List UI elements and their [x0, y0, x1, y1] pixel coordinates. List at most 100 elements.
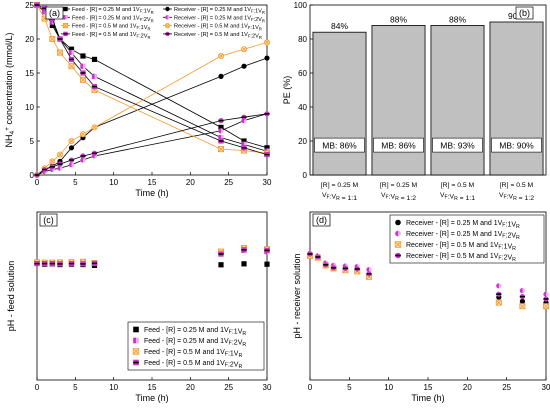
data-point [519, 294, 526, 300]
mb-box [432, 137, 483, 153]
x-tick-label: 15 [148, 178, 157, 187]
data-point [218, 118, 224, 124]
legend-marker [63, 15, 68, 20]
legend-marker [133, 337, 139, 344]
legend-marker [164, 22, 171, 29]
panel-label-box [312, 213, 331, 227]
data-point [218, 138, 224, 144]
plot-frame [309, 4, 547, 176]
mb-label: MB: 86% [381, 141, 416, 151]
series-3 [34, 111, 270, 178]
legend-box [389, 214, 545, 264]
data-point [519, 298, 526, 304]
bar [371, 24, 426, 176]
legend-marker [395, 252, 401, 259]
panel-c: 0 5 10 15 20 25 30 Feed - [R] = 0.25 M and 1VF:… [6, 211, 272, 403]
data-point [263, 39, 270, 46]
series-7 [34, 111, 270, 178]
data-point [42, 166, 48, 173]
bar-group-0: 84% MB: 86% [R] = 0.25 M VF:VR = 1:1 [312, 21, 367, 202]
series-line [36, 113, 268, 176]
data-point [57, 161, 63, 167]
data-point [264, 55, 270, 61]
data-point [80, 63, 86, 69]
data-point [241, 138, 247, 144]
data-point [342, 265, 348, 271]
data-point [264, 152, 270, 158]
data-point [519, 288, 526, 294]
data-point [543, 291, 549, 297]
panel-label: (c) [43, 215, 54, 225]
legend-a: Feed - [R] = 0.25 M and 1VF:1VR Receiver … [61, 6, 265, 40]
legend-label: Feed - [R] = 0.25 M and 1VF:2VR [144, 338, 246, 348]
panel-d: 0 5 10 15 20 25 30 Receiver - [R] = 0.25 M and … [292, 211, 550, 403]
data-point [496, 283, 502, 289]
series-3 [307, 251, 549, 302]
data-point [241, 261, 247, 267]
data-point [34, 172, 40, 178]
mb-label: MB: 90% [499, 141, 534, 151]
data-point [218, 251, 224, 257]
data-point [241, 114, 247, 120]
legend-marker [133, 326, 139, 333]
legend-label: Feed - [R] = 0.5 M and 1VF:2VR [72, 32, 151, 40]
data-point [49, 22, 55, 28]
data-point [366, 267, 372, 273]
legend-marker [132, 348, 140, 355]
legend-marker [165, 6, 170, 12]
data-point [68, 261, 75, 267]
data-point [80, 153, 86, 159]
data-point [34, 2, 40, 8]
data-point [241, 145, 247, 151]
data-point [42, 261, 48, 267]
series-4 [34, 2, 270, 157]
data-point [264, 145, 270, 151]
data-point [241, 141, 247, 147]
y-axis-label: NH4+ concentration (mmol/L) [4, 33, 16, 148]
x-tick-label: 20 [186, 383, 195, 392]
x-tick-label: 20 [463, 383, 472, 392]
data-point [68, 162, 75, 168]
x-tick-label: 5 [347, 383, 352, 392]
data-point [496, 291, 502, 297]
bar-group-3: 90%MB: 90%[R] = 0.5 MVF:VR = 1:2 [489, 11, 544, 202]
legend-label: Feed - [R] = 0.5 M and 1VF:2VR [144, 360, 242, 370]
x-axis-label: Time (h) [135, 393, 168, 403]
data-point [264, 247, 270, 253]
y-tick-label: 20 [25, 35, 34, 44]
panel-b: 0 20 40 60 80 100 84% MB: 86% [R] = 0.25 M VF:VR … [282, 1, 547, 202]
panel-label-box [515, 6, 534, 20]
mb-label: MB: 86% [322, 141, 357, 151]
series-3 [34, 247, 270, 267]
legend-label: Feed - [R] = 0.5 M and 1VF:1VR [144, 349, 242, 359]
y-axis-label: PE (%) [282, 76, 292, 105]
data-point [80, 157, 86, 163]
data-point [68, 56, 75, 62]
data-point [91, 150, 98, 156]
series-line [36, 113, 268, 176]
data-point [49, 158, 56, 165]
series-line [36, 42, 268, 176]
legend-marker [62, 22, 69, 29]
x-tick-label: 0 [35, 383, 40, 392]
data-point [91, 260, 98, 266]
y-tick-label: 0 [303, 171, 308, 180]
data-point [495, 299, 502, 306]
panel-label: (a) [49, 8, 60, 18]
legend-marker [395, 219, 401, 226]
data-point [57, 36, 63, 42]
data-point [68, 145, 75, 151]
data-point [307, 251, 313, 257]
y-axis-label: pH - receiver solution [292, 253, 302, 338]
legend-label: Receiver - [R] = 0.5 M and 1VF:2VR [406, 253, 516, 263]
data-point [57, 165, 63, 171]
data-point [217, 146, 224, 153]
bar-value-label: 88% [390, 14, 407, 24]
data-point [80, 131, 87, 138]
data-point [315, 254, 321, 260]
category-label: [R] = 0.5 M [441, 182, 475, 189]
x-tick-label: 15 [424, 383, 433, 392]
x-tick-label: 10 [384, 383, 393, 392]
data-point [34, 261, 40, 267]
x-tick-label: 25 [224, 178, 233, 187]
